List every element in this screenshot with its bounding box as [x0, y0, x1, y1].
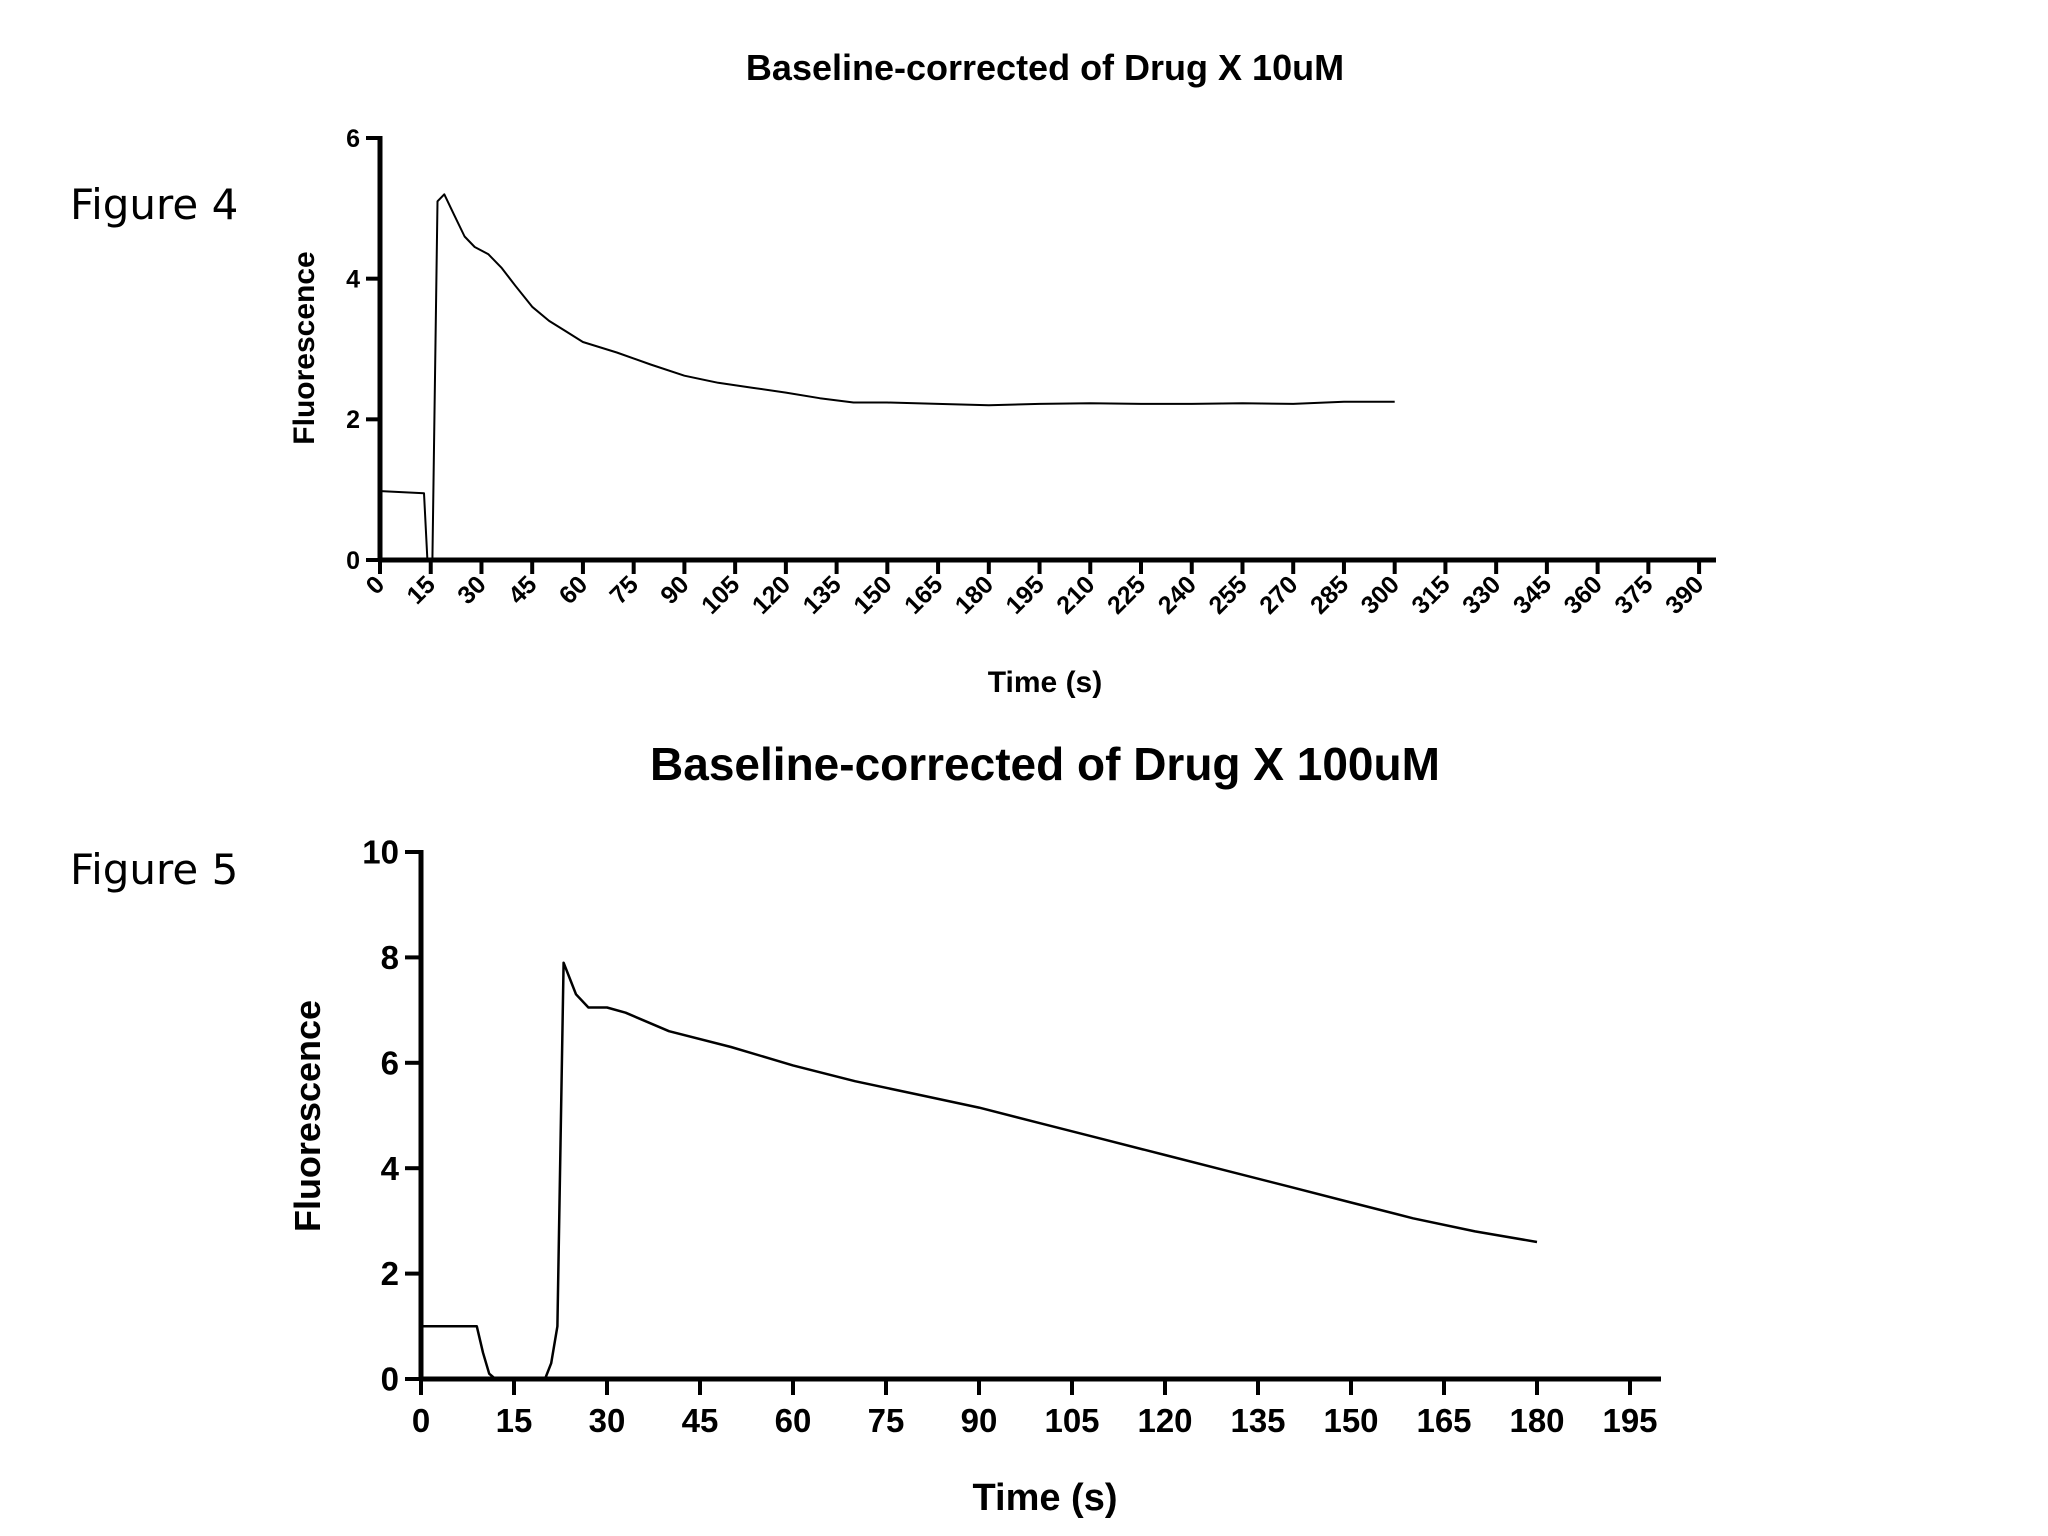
chart-100um-x-tick-label: 15: [496, 1402, 533, 1439]
chart-10um-x-tick-label: 285: [1305, 570, 1354, 619]
chart-10um-x-tick-label: 135: [798, 570, 847, 619]
chart-10um-x-tick-label: 60: [554, 570, 593, 609]
chart-10um-y-tick-label: 6: [346, 125, 360, 153]
chart-10um-x-tick-label: 195: [1000, 570, 1049, 619]
chart-10um-x-tick-label: 45: [503, 570, 543, 610]
chart-10um-x-tick-label: 0: [361, 570, 391, 600]
chart-10um-x-tick-label: 90: [655, 570, 694, 609]
chart-10um-x-tick-label: 300: [1356, 570, 1405, 619]
chart-100um-x-tick-label: 75: [868, 1402, 905, 1439]
chart-100um-ticks: 0 2 4 6 8 10 0 15 30 45 60 75 90 105 120 135 150 165 180 19…: [362, 834, 1657, 1439]
chart-10um-y-tick-label: 0: [346, 547, 360, 575]
chart-100um-x-tick-label: 135: [1230, 1402, 1285, 1439]
chart-10um-x-tick-label: 75: [604, 570, 644, 610]
chart-100um-series-line: [421, 961, 1538, 1381]
chart-10um-x-tick-label: 105: [696, 570, 745, 619]
chart-100um-x-tick-label: 165: [1416, 1402, 1471, 1439]
chart-10um-series-line: [379, 193, 1395, 561]
chart-10um-axes: [377, 136, 1716, 563]
chart-10um-x-tick-label: 165: [899, 570, 948, 619]
chart-100um-x-tick-label: 60: [775, 1402, 812, 1439]
chart-100um-y-tick-label: 6: [381, 1044, 399, 1081]
chart-100um-x-tick-label: 150: [1323, 1402, 1378, 1439]
chart-100um-x-tick-label: 180: [1509, 1402, 1564, 1439]
chart-10um-x-tick-label: 240: [1153, 570, 1202, 619]
chart-100um-x-tick-label: 120: [1137, 1402, 1192, 1439]
chart-100um-axes: [418, 850, 1661, 1382]
chart-10um-y-tick-label: 2: [346, 406, 360, 434]
chart-10um-x-tick-label: 270: [1254, 570, 1303, 619]
chart-10um-x-tick-label: 360: [1559, 570, 1608, 619]
chart-10um-x-axis-label: Time (s): [988, 666, 1102, 699]
chart-10um-series: [379, 193, 1395, 561]
chart-10um-title: Baseline-corrected of Drug X 10uM: [746, 47, 1344, 88]
chart-10um-x-tick-label: 150: [848, 570, 897, 619]
chart-100um-x-axis-label: Time (s): [972, 1477, 1117, 1519]
figure-4-label: Figure 4: [70, 180, 239, 229]
chart-100um-y-tick-label: 10: [362, 834, 399, 871]
chart-10um-x-tick-label: 15: [402, 570, 442, 610]
chart-100um-x-tick-label: 195: [1602, 1402, 1657, 1439]
chart-10um-x-tick-label: 255: [1203, 570, 1252, 619]
chart-10um-x-tick-label: 330: [1457, 570, 1506, 619]
chart-100um-title: Baseline-corrected of Drug X 100uM: [650, 738, 1440, 790]
chart-10um-y-tick-label: 4: [346, 265, 360, 293]
chart-10um-x-tick-label: 315: [1406, 570, 1455, 619]
chart-100um-series: [421, 961, 1538, 1381]
chart-10um-x-tick-label: 30: [452, 570, 491, 609]
chart-100um-x-tick-label: 30: [589, 1402, 626, 1439]
chart-10um-x-tick-label: 345: [1508, 570, 1557, 619]
chart-100um-x-tick-label: 0: [412, 1402, 430, 1439]
chart-10um-x-tick-label: 180: [950, 570, 999, 619]
chart-10um-x-tick-label: 120: [747, 570, 796, 619]
chart-100um-x-tick-label: 45: [682, 1402, 719, 1439]
chart-100um: Baseline-corrected of Drug X 100uM Fluor…: [287, 738, 1661, 1519]
chart-100um-y-axis-label: Fluorescence: [287, 1000, 328, 1232]
chart-100um-y-tick-label: 8: [381, 939, 399, 976]
chart-10um-x-tick-label: 390: [1660, 570, 1709, 619]
chart-10um-x-tick-label: 225: [1102, 570, 1151, 619]
chart-100um-y-tick-label: 0: [381, 1361, 399, 1398]
chart-10um: Baseline-corrected of Drug X 10uM Fluore…: [288, 47, 1716, 699]
chart-100um-x-tick-label: 90: [961, 1402, 998, 1439]
chart-10um-y-axis-label: Fluorescence: [288, 251, 321, 444]
chart-100um-x-tick-label: 105: [1044, 1402, 1099, 1439]
figure-5-label: Figure 5: [70, 845, 239, 894]
chart-100um-y-tick-label: 2: [381, 1255, 399, 1292]
chart-100um-y-tick-label: 4: [381, 1150, 400, 1187]
chart-10um-x-tick-label: 210: [1051, 570, 1100, 619]
chart-10um-x-tick-label: 375: [1609, 570, 1658, 619]
